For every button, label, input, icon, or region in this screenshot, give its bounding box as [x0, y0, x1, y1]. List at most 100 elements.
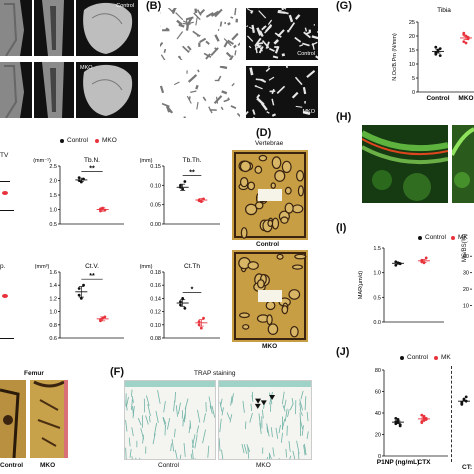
legend-i-control-dot: [418, 235, 422, 240]
trap1-trabecula-43: [131, 399, 133, 410]
trap2-trabecula-28: [221, 449, 224, 459]
panel-d-control-label: Control: [256, 241, 280, 248]
chart-tb_th: 0.00 0.05 0.10 0.15 Tb.Th. (mm) **: [140, 157, 220, 228]
ct_v-ytick-label-1: 0.8: [49, 323, 57, 329]
trab1-strut-19: [176, 19, 183, 26]
trap1-trabecula-23: [131, 427, 134, 437]
trap2-trabecula-16: [300, 390, 304, 400]
vert2-space-18: [281, 305, 289, 315]
vert1-space-9: [291, 204, 304, 214]
trab1-strut-59: [165, 27, 170, 31]
trab2-strut-52: [254, 45, 258, 54]
trab1-strut-9: [230, 16, 234, 19]
trabecular-control-left: [160, 8, 240, 60]
trap1-trabecula-5: [137, 417, 142, 426]
trap2-trabecula-12: [283, 399, 287, 409]
trab3-strut-11: [190, 90, 197, 94]
panel-i-letter: (I): [336, 222, 347, 234]
micro-ct-mko-3: MKO: [76, 62, 138, 118]
trab4-strut-24: [266, 111, 270, 114]
trap1-trabecula-6: [194, 458, 196, 459]
micro-ct-control-2: [34, 0, 74, 56]
n_oc-ytick-label-1: 5: [412, 76, 415, 82]
trap2-trabecula-52: [230, 396, 233, 406]
trap2-trabecula-24: [303, 443, 307, 455]
vert1-space-29: [274, 169, 286, 182]
vert1-space-5: [244, 203, 258, 216]
trab1-strut-24: [237, 42, 240, 47]
trab1-strut-35: [210, 47, 219, 57]
trab1-strut-54: [205, 40, 210, 45]
trap1-trabecula-46: [135, 457, 137, 459]
vert1-space-13: [271, 156, 282, 170]
trab2-strut-43: [268, 47, 275, 52]
trab1-strut-43: [175, 12, 184, 21]
trap2-trabecula-13: [299, 402, 301, 410]
ct_v-sig: **: [89, 273, 95, 280]
panel-f-letter: (F): [110, 366, 125, 378]
vert1-space-7: [281, 160, 292, 174]
ct_th-mko-point-2: [202, 316, 205, 320]
trap2-trabecula-18: [250, 403, 253, 412]
vert1-canal: [258, 189, 282, 201]
trap1-trabecula-11: [148, 415, 151, 423]
trap1-trabecula-18: [162, 416, 167, 425]
serum-category-1: CTX: [418, 459, 432, 466]
trab1-strut-48: [182, 45, 190, 54]
n_oc-ylabel: N.Oc/B.Pm (N/mm): [392, 33, 398, 81]
trap1-trabecula-47: [146, 395, 150, 407]
trap2-trabecula-31: [299, 409, 303, 416]
trab1-strut-55: [163, 48, 167, 53]
trab2-strut-53: [265, 24, 273, 33]
legend-j-control-dot: [400, 355, 404, 360]
trab2-strut-46: [248, 45, 252, 49]
ct_v-control-point-1: [79, 297, 83, 300]
trap2-trabecula-49: [269, 392, 273, 405]
trab2-strut-49: [261, 25, 267, 31]
trap1-trabecula-28: [125, 419, 128, 432]
trap2-trabecula-50: [270, 427, 273, 438]
trap1-trabecula-48: [173, 400, 176, 412]
femur-control-image: [0, 380, 26, 458]
trap2-trabecula-35: [266, 423, 270, 437]
legend-i-mko-dot: [450, 235, 455, 240]
trap2-trabecula-42: [289, 455, 292, 459]
n_oc-control-point-3: [434, 45, 438, 49]
trap1-trabecula-69: [128, 437, 131, 447]
trab2-strut-36: [277, 10, 286, 14]
femur-title: Femur: [24, 370, 44, 377]
vert2-space-12: [276, 253, 284, 260]
trab2-strut-50: [261, 40, 270, 49]
trab2-strut-13: [304, 27, 308, 32]
trap1-trabecula-7: [131, 456, 133, 459]
trap2-trabecula-47: [278, 458, 280, 459]
trab2-strut-40: [256, 27, 262, 36]
trap1-trabecula-67: [155, 410, 159, 423]
trab3-strut-16: [197, 69, 200, 73]
trab4-strut-6: [249, 67, 254, 76]
tb_n-ytick-label-4: 2.5: [49, 164, 57, 170]
vert1-space-23: [239, 177, 249, 188]
n_oc-ytick-label-4: 20: [409, 34, 415, 40]
trap2-trabecula-36: [247, 446, 250, 459]
tb_th-control-point-2: [183, 180, 187, 183]
trap1-trabecula-8: [178, 402, 181, 415]
trap1-trabecula-60: [125, 400, 128, 411]
mar-ylabel: MAR(μm/d): [358, 271, 364, 299]
trap1-trabecula-15: [196, 425, 200, 434]
trap2-arrowhead-3: [255, 398, 262, 404]
ct_v-ytick-label-3: 1.2: [49, 296, 57, 302]
trap2-growth-plate: [219, 381, 311, 387]
trap1-trabecula-12: [179, 454, 182, 459]
trab2-strut-25: [267, 19, 273, 25]
trap1-trabecula-39: [129, 448, 132, 458]
trab3-strut-9: [230, 105, 237, 109]
micro-ct-control-1: [0, 0, 32, 56]
ct_v-ytick-label-0: 0.6: [49, 336, 57, 342]
trab2-strut-32: [277, 29, 285, 38]
n-oc-title: Tibia: [437, 7, 451, 14]
mar-ytick-label-3: 1.5: [373, 246, 381, 252]
panel-d-title: Vertebrae: [255, 140, 284, 147]
trab3-strut-28: [231, 82, 235, 87]
vert2-space-8: [265, 300, 276, 311]
